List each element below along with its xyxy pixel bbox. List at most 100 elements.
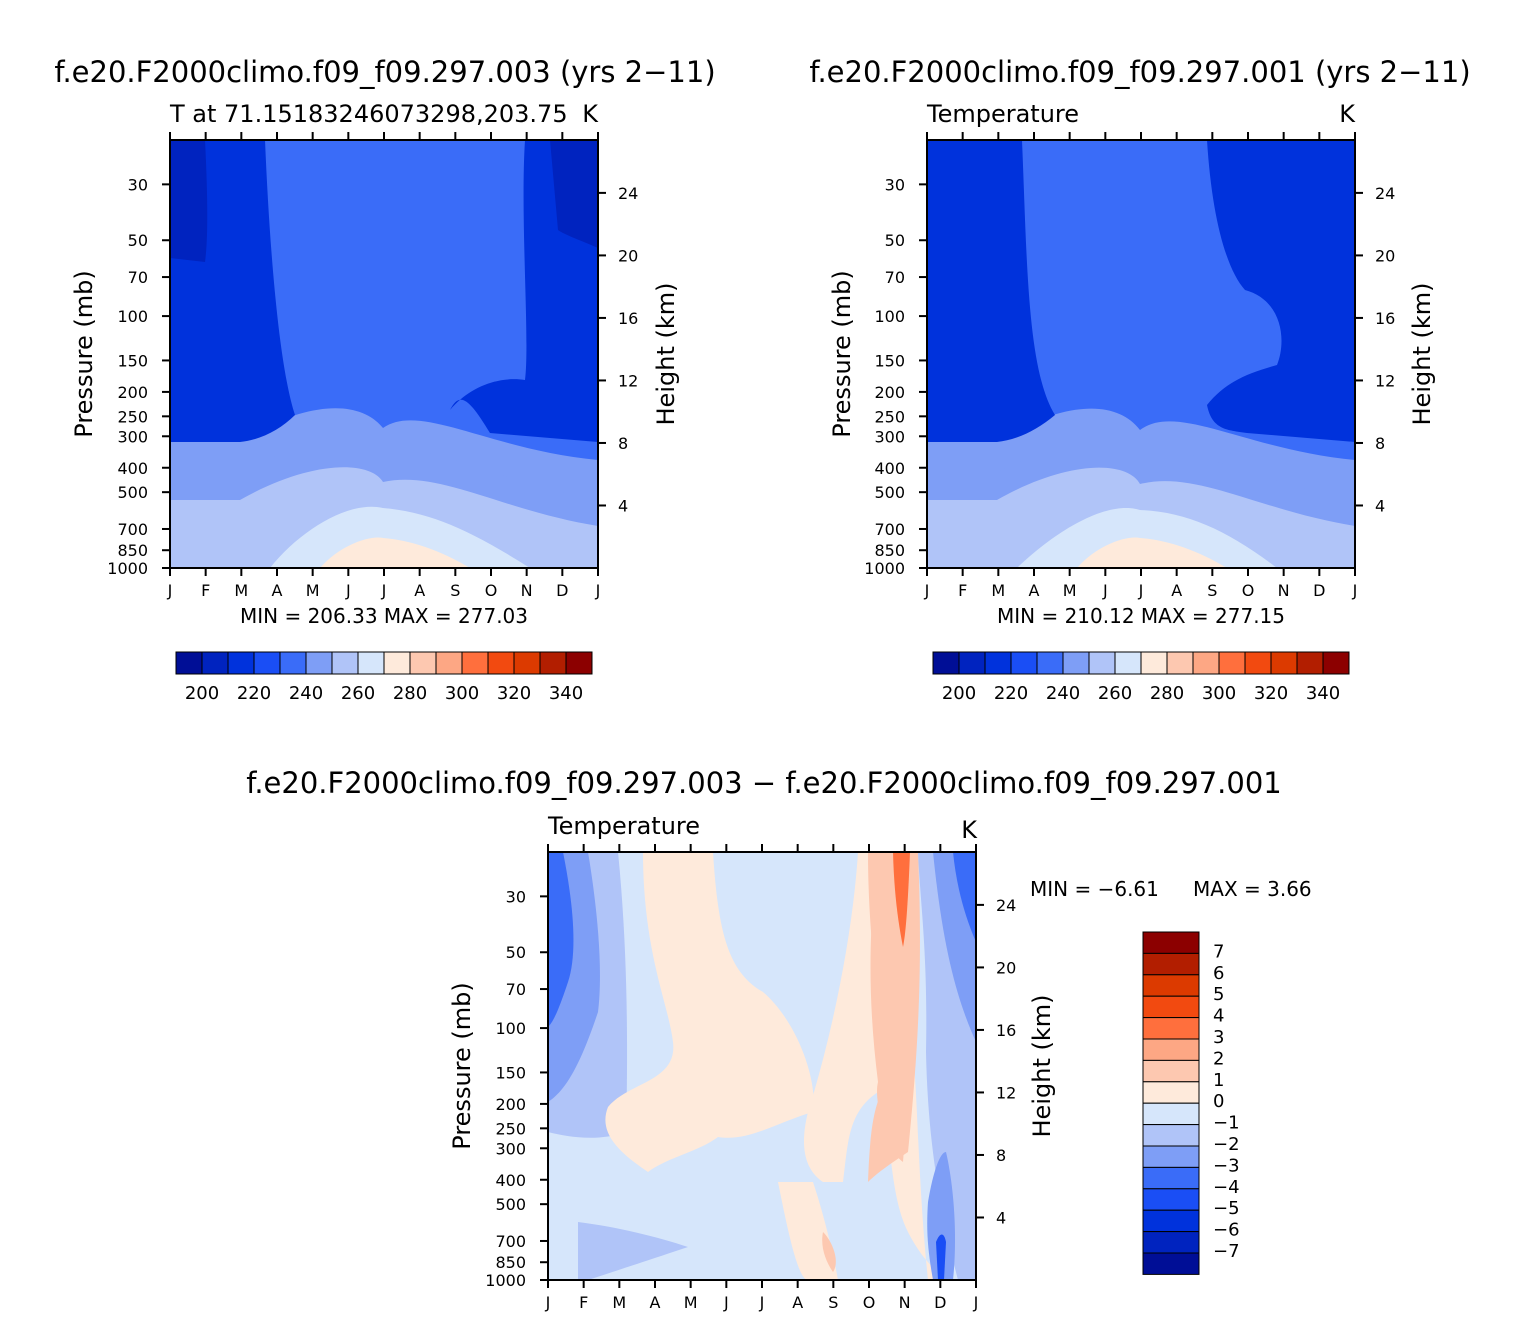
y-right-tick-label: 4 bbox=[618, 496, 628, 515]
colorbar-swatch bbox=[253, 651, 281, 675]
colorbar-swatch bbox=[227, 651, 255, 675]
y-tick-label: 150 bbox=[874, 351, 905, 370]
y-tick-label: 700 bbox=[874, 520, 905, 539]
colorbar-label: 300 bbox=[445, 683, 479, 704]
panel-2-band bbox=[1207, 140, 1355, 442]
colorbar-swatch bbox=[1114, 651, 1142, 675]
y-tick-label: 200 bbox=[117, 383, 148, 402]
colorbar-swatch bbox=[539, 651, 567, 675]
x-tick-label: J bbox=[924, 581, 930, 600]
colorbar-label: −4 bbox=[1213, 1177, 1240, 1198]
x-tick-label: A bbox=[414, 581, 425, 600]
y-right-tick-label: 16 bbox=[618, 309, 638, 328]
colorbar-label: 7 bbox=[1213, 941, 1224, 962]
colorbar-swatch bbox=[1142, 1209, 1200, 1233]
colorbar-swatch bbox=[1142, 1252, 1200, 1275]
y-tick-label: 850 bbox=[874, 541, 905, 560]
colorbar-swatch bbox=[1296, 651, 1324, 675]
y-right-tick-label: 8 bbox=[618, 434, 628, 453]
x-tick-label: D bbox=[1313, 581, 1325, 600]
y-right-tick-label: 16 bbox=[996, 1021, 1016, 1040]
colorbar-label: 240 bbox=[289, 683, 323, 704]
panel-3-min: MIN = −6.61 bbox=[1030, 877, 1159, 901]
colorbar-swatch bbox=[383, 651, 411, 675]
y-right-tick-label: 16 bbox=[1375, 309, 1395, 328]
colorbar-swatch bbox=[513, 651, 541, 675]
y-tick-label: 1000 bbox=[485, 1271, 526, 1290]
panel-1-minmax: MIN = 206.33 MAX = 277.03 bbox=[240, 604, 528, 628]
colorbar-swatch bbox=[565, 651, 593, 675]
x-tick-label: F bbox=[958, 581, 967, 600]
y-tick-label: 50 bbox=[885, 231, 905, 250]
panel-2-band bbox=[927, 140, 1055, 442]
x-tick-label: J bbox=[545, 1293, 551, 1312]
y-right-tick-label: 4 bbox=[1375, 496, 1385, 515]
y-tick-label: 50 bbox=[128, 231, 148, 250]
panel-3-subtitle-right: K bbox=[961, 816, 978, 844]
panel-1-colorbar: 200 220 240 260 280 300 320 340 bbox=[175, 651, 593, 704]
colorbar-swatch bbox=[279, 651, 307, 675]
colorbar-swatch bbox=[1036, 651, 1064, 675]
x-tick-label: S bbox=[828, 1293, 838, 1312]
colorbar-swatch bbox=[1244, 651, 1272, 675]
colorbar-label: −6 bbox=[1213, 1220, 1240, 1241]
y-tick-label: 30 bbox=[885, 175, 905, 194]
y-tick-label: 150 bbox=[495, 1063, 526, 1082]
colorbar-swatch bbox=[1192, 651, 1220, 675]
y-tick-label: 200 bbox=[874, 383, 905, 402]
x-tick-label: M bbox=[234, 581, 248, 600]
x-tick-label: M bbox=[991, 581, 1005, 600]
colorbar-swatch bbox=[1010, 651, 1038, 675]
colorbar-swatch bbox=[1062, 651, 1090, 675]
colorbar-swatch bbox=[409, 651, 437, 675]
x-tick-label: O bbox=[863, 1293, 876, 1312]
x-tick-label: N bbox=[1278, 581, 1290, 600]
colorbar-label: −1 bbox=[1213, 1113, 1240, 1134]
y-tick-label: 150 bbox=[117, 351, 148, 370]
colorbar-swatch bbox=[1140, 651, 1168, 675]
x-tick-label: M bbox=[684, 1293, 698, 1312]
colorbar-swatch bbox=[1142, 1059, 1200, 1083]
x-tick-label: A bbox=[1029, 581, 1040, 600]
panel-3-band bbox=[953, 852, 976, 942]
colorbar-swatch bbox=[1322, 651, 1350, 675]
x-tick-label: S bbox=[450, 581, 460, 600]
panel-3-band bbox=[548, 852, 574, 1027]
x-tick-label: J bbox=[595, 581, 601, 600]
panel-1-band bbox=[550, 140, 598, 248]
y-tick-label: 100 bbox=[495, 1019, 526, 1038]
x-tick-label: J bbox=[723, 1293, 729, 1312]
y-right-tick-label: 4 bbox=[996, 1208, 1006, 1227]
panel-3-band bbox=[578, 1222, 688, 1280]
x-tick-label: F bbox=[579, 1293, 588, 1312]
colorbar-label: −3 bbox=[1213, 1155, 1240, 1176]
colorbar-label: 220 bbox=[237, 683, 271, 704]
colorbar-swatch bbox=[1142, 1188, 1200, 1211]
y-right-tick-label: 20 bbox=[618, 246, 638, 265]
colorbar-swatch bbox=[1142, 1102, 1200, 1126]
panel-3-band bbox=[778, 852, 958, 1280]
y-right-tick-label: 8 bbox=[996, 1146, 1006, 1165]
y-right-tick-label: 8 bbox=[1375, 434, 1385, 453]
panel-1-band bbox=[320, 537, 470, 568]
y-right-tick-label: 12 bbox=[1375, 371, 1395, 390]
x-tick-label: N bbox=[521, 581, 533, 600]
y-tick-label: 50 bbox=[506, 943, 526, 962]
colorbar-label: 5 bbox=[1213, 984, 1224, 1005]
colorbar-label: 300 bbox=[1202, 683, 1236, 704]
colorbar-swatch bbox=[1142, 1038, 1200, 1061]
x-tick-label: J bbox=[345, 581, 351, 600]
x-tick-label: M bbox=[306, 581, 320, 600]
colorbar-label: −7 bbox=[1213, 1241, 1240, 1262]
x-tick-label: A bbox=[792, 1293, 803, 1312]
colorbar-label: 280 bbox=[1150, 683, 1184, 704]
panel-3-max: MAX = 3.66 bbox=[1193, 877, 1312, 901]
panel-2-subtitle-left: Temperature bbox=[926, 100, 1079, 128]
colorbar-label: 1 bbox=[1213, 1070, 1224, 1091]
panel-2-ylabel: Pressure (mb) bbox=[828, 270, 856, 437]
panel-2-title: f.e20.F2000climo.f09_f09.297.001 (yrs 2−… bbox=[809, 55, 1470, 89]
